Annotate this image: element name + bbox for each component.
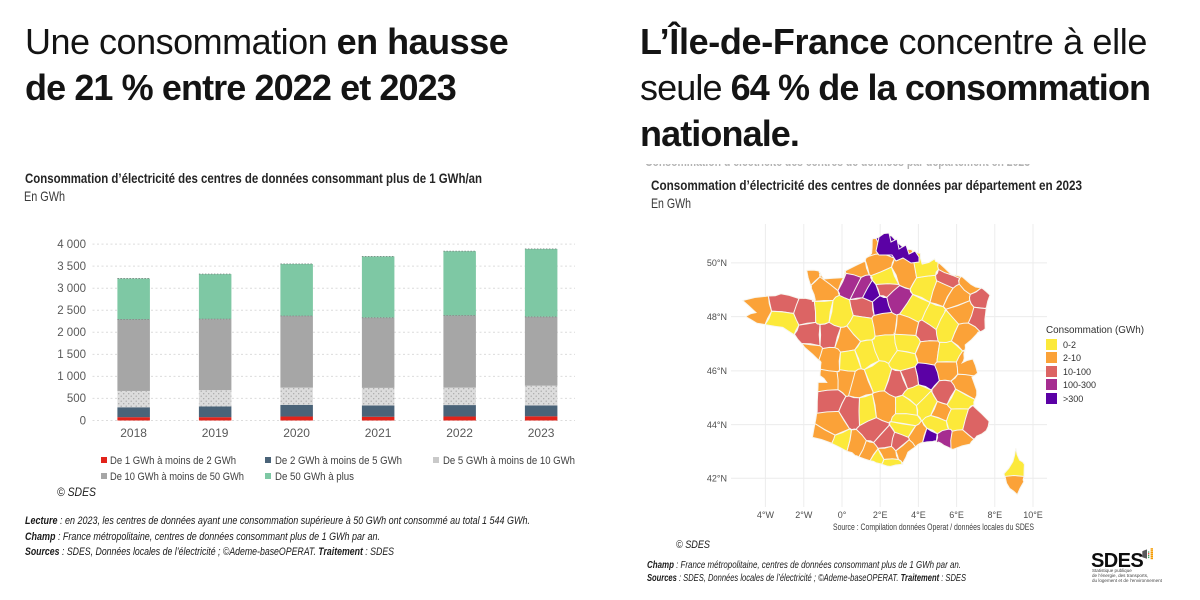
svg-text:2018: 2018: [120, 426, 147, 440]
svg-text:2023: 2023: [528, 426, 555, 440]
svg-text:2°E: 2°E: [873, 510, 888, 520]
svg-text:44°N: 44°N: [707, 420, 727, 430]
svg-text:1 000: 1 000: [57, 371, 86, 383]
svg-text:2021: 2021: [365, 426, 392, 440]
svg-text:2 000: 2 000: [57, 327, 86, 339]
svg-text:48°N: 48°N: [707, 312, 727, 322]
svg-text:500: 500: [67, 393, 86, 405]
svg-text:2 500: 2 500: [57, 305, 86, 317]
svg-text:42°N: 42°N: [707, 474, 727, 484]
svg-text:2022: 2022: [446, 426, 473, 440]
svg-text:0: 0: [80, 415, 86, 427]
svg-text:2°W: 2°W: [795, 510, 813, 520]
svg-text:0°: 0°: [838, 510, 847, 520]
svg-text:2019: 2019: [202, 426, 229, 440]
svg-text:3 500: 3 500: [57, 261, 86, 273]
svg-text:2020: 2020: [283, 426, 310, 440]
svg-text:8°E: 8°E: [987, 510, 1002, 520]
svg-text:4°E: 4°E: [911, 510, 926, 520]
svg-text:10°E: 10°E: [1023, 510, 1043, 520]
svg-text:6°E: 6°E: [949, 510, 964, 520]
svg-text:3 000: 3 000: [57, 283, 86, 295]
svg-text:46°N: 46°N: [707, 366, 727, 376]
svg-text:1 500: 1 500: [57, 349, 86, 361]
svg-text:4°W: 4°W: [757, 510, 775, 520]
svg-text:50°N: 50°N: [707, 258, 727, 268]
svg-text:4 000: 4 000: [57, 239, 86, 251]
